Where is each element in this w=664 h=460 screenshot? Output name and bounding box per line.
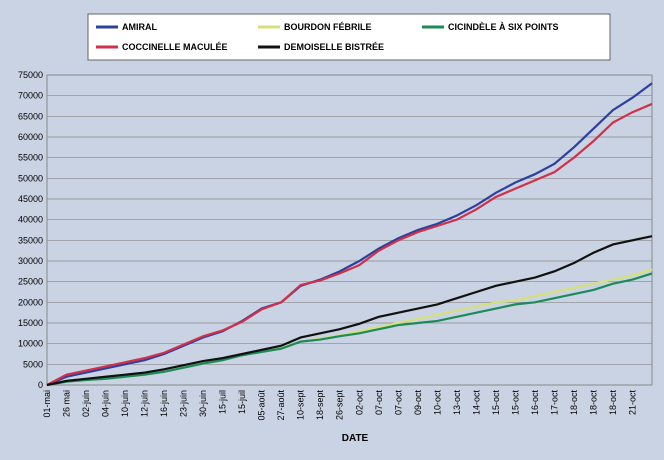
x-tick-label: 30-juin bbox=[198, 390, 208, 417]
x-tick-label: 15-oct bbox=[491, 390, 501, 416]
legend-label: DEMOISELLE BISTRÉE bbox=[284, 42, 384, 52]
x-tick-label: 26-sept bbox=[335, 390, 345, 421]
x-tick-label: 07-oct bbox=[393, 390, 403, 416]
x-tick-label: 02-juin bbox=[81, 390, 91, 417]
x-axis-title: DATE bbox=[342, 433, 369, 444]
legend bbox=[87, 13, 611, 61]
y-tick-label: 30000 bbox=[18, 256, 43, 266]
line-series bbox=[46, 102, 653, 386]
x-tick-label: 26 mai bbox=[62, 390, 72, 417]
y-tick-label: 40000 bbox=[18, 215, 43, 225]
x-tick-label: 21-oct bbox=[627, 390, 637, 416]
x-tick-label: 04-juin bbox=[101, 390, 111, 417]
y-tick-label: 65000 bbox=[18, 111, 43, 121]
y-tick-label: 5000 bbox=[23, 359, 43, 369]
x-tick-label: 18-oct bbox=[588, 390, 598, 416]
x-tick-label: 07-oct bbox=[374, 390, 384, 416]
y-tick-label: 55000 bbox=[18, 153, 43, 163]
x-tick-label: 15-juil bbox=[218, 390, 228, 414]
x-tick-label: 10-oct bbox=[432, 390, 442, 416]
x-tick-label: 18-oct bbox=[608, 390, 618, 416]
y-tick-label: 35000 bbox=[18, 235, 43, 245]
line-series bbox=[46, 272, 653, 387]
x-tick-label: 10-sept bbox=[296, 390, 306, 421]
x-tick-label: 02-oct bbox=[354, 390, 364, 416]
line-series bbox=[46, 82, 653, 387]
x-tick-label: 15-juil bbox=[237, 390, 247, 414]
x-tick-label: 27-août bbox=[276, 390, 286, 421]
x-tick-label: 18-oct bbox=[569, 390, 579, 416]
y-tick-label: 20000 bbox=[18, 297, 43, 307]
y-tick-label: 0 bbox=[38, 380, 43, 390]
y-tick-label: 75000 bbox=[18, 70, 43, 80]
legend-label: CICINDÈLE À SIX POINTS bbox=[448, 22, 559, 32]
x-tick-label: 18-sept bbox=[315, 390, 325, 421]
legend-label: AMIRAL bbox=[122, 22, 157, 32]
legend-label: COCCINELLE MACULÉE bbox=[122, 42, 228, 52]
line-series bbox=[46, 235, 653, 387]
legend-label: BOURDON FÉBRILE bbox=[284, 22, 372, 32]
x-tick-label: 12-juin bbox=[140, 390, 150, 417]
y-tick-label: 25000 bbox=[18, 277, 43, 287]
x-tick-label: 01-mai bbox=[42, 390, 52, 418]
y-tick-label: 70000 bbox=[18, 91, 43, 101]
x-tick-label: 10-juin bbox=[120, 390, 130, 417]
plot-area bbox=[46, 74, 653, 386]
x-tick-label: 14-oct bbox=[471, 390, 481, 416]
x-tick-label: 13-oct bbox=[452, 390, 462, 416]
y-tick-label: 50000 bbox=[18, 173, 43, 183]
x-tick-label: 23-juin bbox=[179, 390, 189, 417]
x-tick-label: 15-oct bbox=[510, 390, 520, 416]
x-tick-label: 05-août bbox=[257, 390, 267, 421]
x-tick-label: 16-juin bbox=[159, 390, 169, 417]
y-tick-label: 15000 bbox=[18, 318, 43, 328]
y-tick-label: 60000 bbox=[18, 132, 43, 142]
x-tick-label: 09-oct bbox=[413, 390, 423, 416]
x-tick-label: 16-oct bbox=[530, 390, 540, 416]
y-tick-label: 45000 bbox=[18, 194, 43, 204]
x-tick-label: 17-oct bbox=[549, 390, 559, 416]
y-tick-label: 10000 bbox=[18, 339, 43, 349]
